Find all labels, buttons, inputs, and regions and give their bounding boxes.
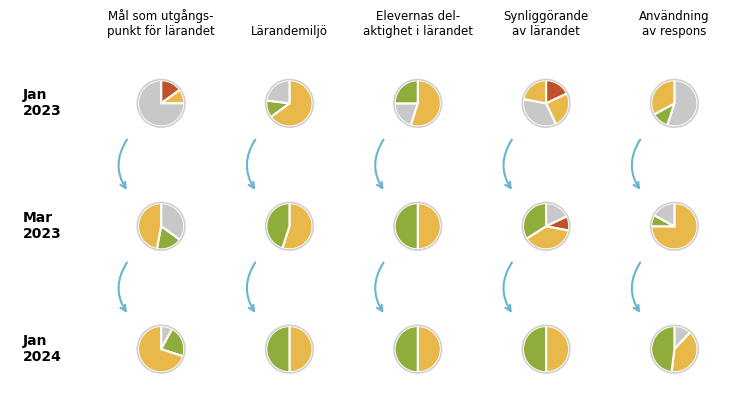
Text: Synliggörande
av lärandet: Synliggörande av lärandet (504, 10, 589, 38)
Wedge shape (523, 203, 546, 239)
Wedge shape (161, 80, 180, 103)
Text: Jan
2023: Jan 2023 (22, 88, 61, 119)
Wedge shape (418, 326, 441, 372)
Wedge shape (138, 80, 184, 127)
Text: Elevernas del-
aktighet i lärandet: Elevernas del- aktighet i lärandet (363, 10, 473, 38)
Wedge shape (410, 80, 441, 127)
Wedge shape (524, 80, 546, 103)
Text: Mar
2023: Mar 2023 (22, 211, 61, 241)
Wedge shape (161, 329, 184, 356)
Wedge shape (654, 203, 674, 226)
Wedge shape (546, 216, 569, 230)
Wedge shape (671, 332, 698, 372)
Wedge shape (523, 99, 556, 127)
Wedge shape (138, 203, 161, 249)
Wedge shape (282, 203, 313, 249)
Text: Jan
2024: Jan 2024 (22, 334, 61, 364)
Wedge shape (418, 203, 441, 249)
Wedge shape (651, 215, 674, 226)
Wedge shape (161, 326, 172, 349)
Wedge shape (266, 203, 289, 248)
Wedge shape (266, 80, 289, 103)
Wedge shape (674, 326, 690, 349)
Text: Lärandemiljö: Lärandemiljö (251, 25, 328, 38)
Wedge shape (395, 80, 418, 103)
Wedge shape (654, 103, 674, 125)
Wedge shape (266, 101, 289, 117)
Wedge shape (161, 203, 184, 240)
Wedge shape (289, 326, 313, 372)
Wedge shape (138, 326, 183, 372)
Wedge shape (395, 203, 418, 249)
Wedge shape (546, 326, 569, 372)
Wedge shape (395, 326, 418, 372)
Wedge shape (527, 226, 568, 249)
Text: Användning
av respons: Användning av respons (639, 10, 709, 38)
Wedge shape (546, 203, 567, 226)
Wedge shape (546, 80, 567, 103)
Wedge shape (161, 90, 184, 103)
Wedge shape (271, 80, 313, 127)
Wedge shape (395, 103, 418, 125)
Wedge shape (651, 80, 674, 114)
Wedge shape (546, 93, 569, 124)
Text: Mål som utgångs-
punkt för lärandet: Mål som utgångs- punkt för lärandet (107, 9, 215, 38)
Wedge shape (667, 80, 698, 127)
Wedge shape (651, 203, 698, 249)
Wedge shape (266, 326, 289, 372)
Wedge shape (651, 326, 674, 372)
Wedge shape (157, 226, 180, 249)
Wedge shape (523, 326, 546, 372)
